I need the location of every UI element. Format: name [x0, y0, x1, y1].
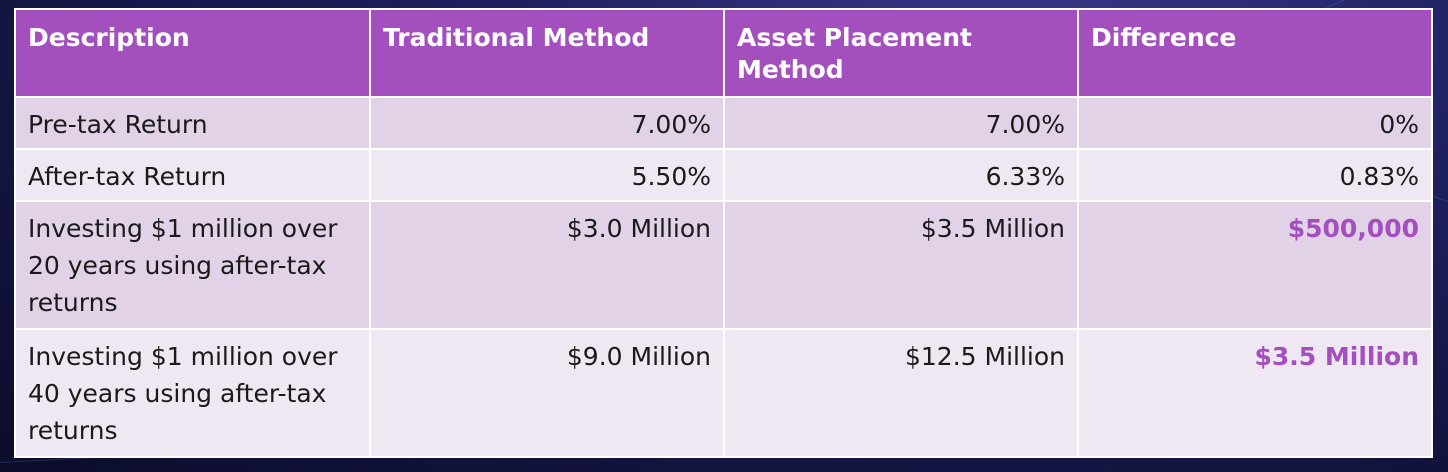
- cell-asset-placement: $12.5 Million: [723, 328, 1079, 458]
- table-row: Investing $1 million over 20 years using…: [14, 200, 1433, 330]
- header-row: Description Traditional Method Asset Pla…: [14, 8, 1433, 98]
- cell-difference: 0.83%: [1077, 148, 1433, 202]
- cell-asset-placement: 6.33%: [723, 148, 1079, 202]
- cell-description: Investing $1 million over 20 years using…: [14, 200, 371, 330]
- table-row: Pre-tax Return 7.00% 7.00% 0%: [14, 96, 1433, 150]
- table-row: Investing $1 million over 40 years using…: [14, 328, 1433, 458]
- cell-description: After-tax Return: [14, 148, 371, 202]
- cell-description: Pre-tax Return: [14, 96, 371, 150]
- comparison-table-container: Description Traditional Method Asset Pla…: [14, 8, 1433, 458]
- cell-difference-highlight: $500,000: [1077, 200, 1433, 330]
- comparison-table: Description Traditional Method Asset Pla…: [14, 8, 1433, 458]
- cell-traditional: 7.00%: [369, 96, 725, 150]
- cell-asset-placement: $3.5 Million: [723, 200, 1079, 330]
- header-description: Description: [14, 8, 371, 98]
- cell-difference-highlight: $3.5 Million: [1077, 328, 1433, 458]
- cell-description: Investing $1 million over 40 years using…: [14, 328, 371, 458]
- table-row: After-tax Return 5.50% 6.33% 0.83%: [14, 148, 1433, 202]
- header-difference: Difference: [1077, 8, 1433, 98]
- cell-traditional: $3.0 Million: [369, 200, 725, 330]
- table-body: Pre-tax Return 7.00% 7.00% 0% After-tax …: [14, 96, 1433, 458]
- cell-asset-placement: 7.00%: [723, 96, 1079, 150]
- cell-traditional: 5.50%: [369, 148, 725, 202]
- cell-difference: 0%: [1077, 96, 1433, 150]
- cell-traditional: $9.0 Million: [369, 328, 725, 458]
- header-traditional-method: Traditional Method: [369, 8, 725, 98]
- table-header: Description Traditional Method Asset Pla…: [14, 8, 1433, 98]
- header-asset-placement-method: Asset Placement Method: [723, 8, 1079, 98]
